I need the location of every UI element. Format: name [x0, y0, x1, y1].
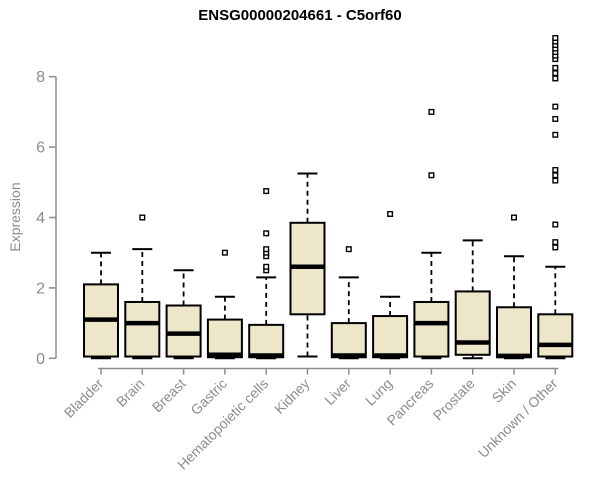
x-category-label: Prostate: [430, 375, 478, 423]
outlier-point: [221, 249, 228, 256]
box-unknown-other: [537, 34, 574, 360]
y-axis-tick-label: 2: [36, 280, 45, 297]
x-category-label: Bladder: [61, 375, 107, 421]
box-iqr: [165, 304, 202, 358]
outlier-point: [428, 108, 435, 115]
box-iqr: [537, 313, 574, 358]
outlier-point: [263, 246, 270, 253]
outlier-point: [552, 177, 559, 184]
box-iqr: [124, 300, 161, 358]
outlier-point: [139, 214, 146, 221]
box-kidney: [289, 172, 326, 358]
outlier-point: [552, 131, 559, 138]
outlier-point: [345, 246, 352, 253]
outlier-point: [552, 75, 559, 82]
outlier-point: [263, 263, 270, 270]
outlier-point: [552, 166, 559, 173]
x-category-label: Breast: [149, 375, 189, 415]
box-brain: [124, 214, 161, 360]
box-iqr: [454, 290, 491, 356]
outlier-point: [552, 244, 559, 251]
outlier-point: [552, 70, 559, 77]
x-category-label: Lung: [362, 375, 395, 408]
chart-title: ENSG00000204661 - C5orf60: [198, 7, 402, 24]
box-pancreas: [413, 108, 450, 360]
box-prostate: [454, 239, 491, 360]
box-skin: [496, 214, 532, 360]
outlier-point: [552, 103, 559, 110]
x-category-label: Kidney: [271, 375, 313, 417]
outlier-point: [552, 221, 559, 228]
y-axis-tick-label: 0: [36, 351, 45, 368]
x-category-label: Liver: [321, 375, 354, 408]
outlier-point: [552, 34, 559, 41]
box-iqr: [206, 318, 243, 359]
outlier-point: [552, 64, 559, 71]
outlier-point: [552, 239, 559, 246]
outlier-point: [552, 172, 559, 179]
outlier-point: [263, 188, 270, 195]
outlier-point: [263, 230, 270, 237]
box-lung: [372, 210, 409, 360]
outlier-point: [428, 172, 435, 179]
outlier-point: [511, 214, 518, 221]
y-axis-tick-label: 8: [36, 69, 45, 86]
box-breast: [165, 269, 202, 360]
box-bladder: [83, 251, 119, 360]
x-category-label: Skin: [489, 375, 520, 406]
box-liver: [330, 246, 367, 360]
outlier-point: [387, 210, 394, 217]
box-iqr: [496, 306, 532, 359]
outlier-point: [552, 115, 559, 122]
box-iqr: [330, 322, 367, 359]
y-axis-tick-label: 4: [36, 210, 45, 227]
box-iqr: [248, 323, 285, 359]
box-hematopoietic-cells: [248, 188, 285, 360]
x-category-label: Brain: [113, 375, 147, 409]
box-iqr: [372, 315, 409, 359]
box-iqr: [413, 300, 450, 358]
box-gastric: [206, 249, 243, 360]
y-axis-tick-label: 6: [36, 140, 45, 157]
